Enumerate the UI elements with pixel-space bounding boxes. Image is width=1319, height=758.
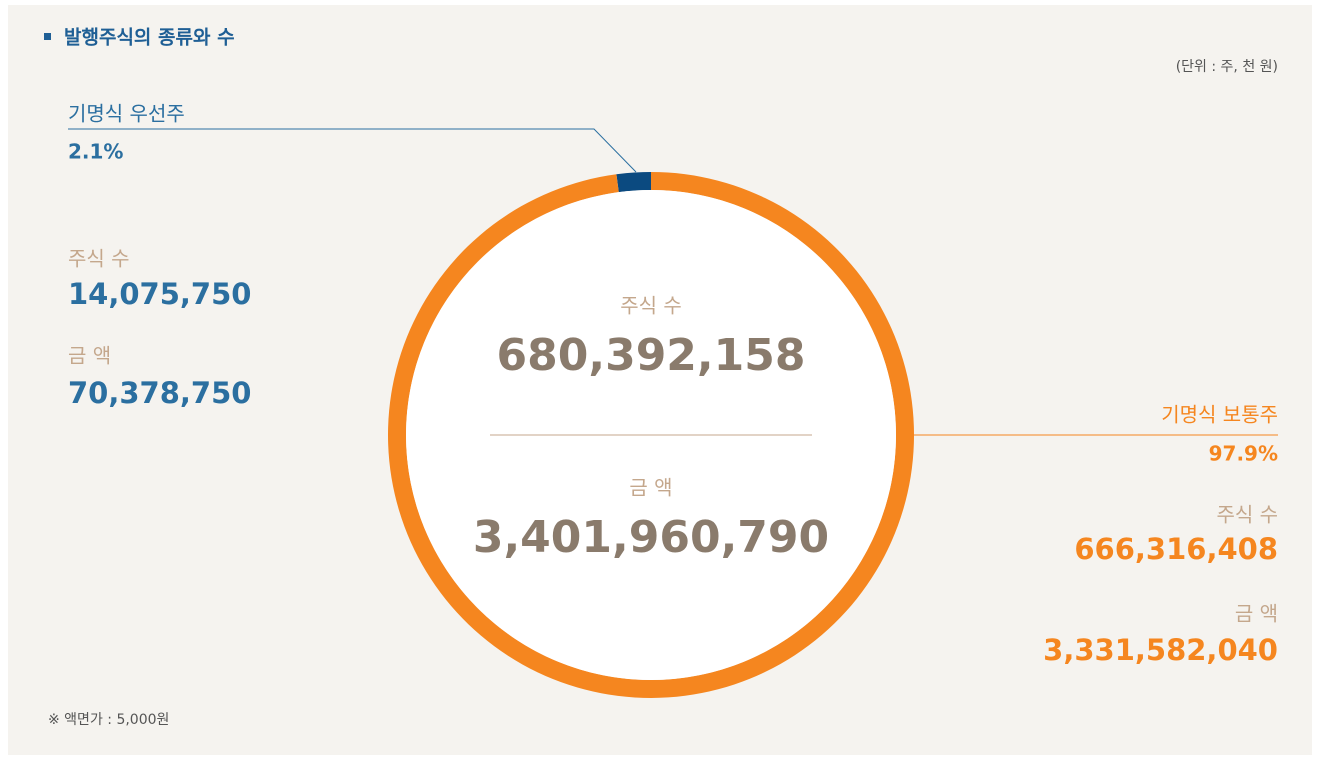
center-amount-label: 금 액 bbox=[629, 476, 672, 500]
count-label: 주식 수 bbox=[68, 247, 130, 271]
footnote: ※ 액면가 : 5,000원 bbox=[48, 712, 169, 728]
center-amount: 3,401,960,790 bbox=[473, 512, 829, 563]
center-count-label: 주식 수 bbox=[620, 294, 682, 318]
count-label: 주식 수 bbox=[1216, 503, 1278, 527]
amount: 70,378,750 bbox=[68, 376, 251, 410]
count: 14,075,750 bbox=[68, 277, 251, 311]
value-label: 2.1% bbox=[68, 140, 123, 164]
value-label: 97.9% bbox=[1209, 442, 1278, 466]
amount-label: 금 액 bbox=[1235, 602, 1278, 626]
title-marker bbox=[44, 33, 51, 40]
title: 발행주식의 종류와 수 bbox=[64, 27, 235, 49]
donut-segment bbox=[616, 172, 651, 193]
amount: 3,331,582,040 bbox=[1043, 633, 1278, 667]
count: 666,316,408 bbox=[1074, 532, 1278, 566]
amount-label: 금 액 bbox=[68, 344, 111, 368]
unit-note: (단위 : 주, 천 원) bbox=[1176, 59, 1278, 75]
center-count: 680,392,158 bbox=[497, 330, 806, 381]
category-label: 기명식 보통주 bbox=[1161, 403, 1278, 427]
category-label: 기명식 우선주 bbox=[68, 102, 185, 126]
leader-line bbox=[68, 128, 637, 173]
